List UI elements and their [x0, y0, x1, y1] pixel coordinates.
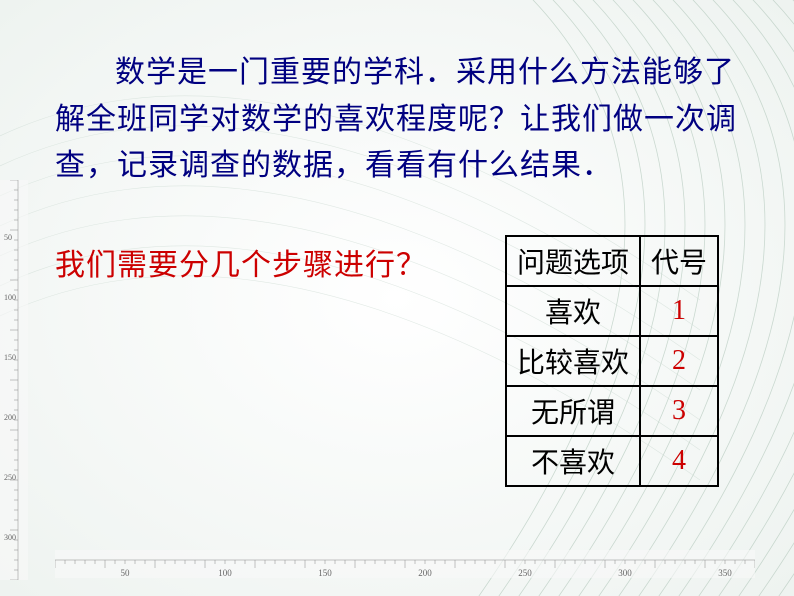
svg-text:250: 250: [518, 568, 532, 578]
slide-content: 数学是一门重要的学科．采用什么方法能够了解全班同学对数学的喜欢程度呢？让我们做一…: [0, 0, 794, 487]
question-text: 我们需要分几个步骤进行？: [55, 235, 427, 284]
cell-option: 喜欢: [506, 286, 640, 336]
cell-code: 2: [640, 336, 718, 386]
table-row: 比较喜欢 2: [506, 336, 718, 386]
cell-code: 1: [640, 286, 718, 336]
header-code: 代号: [640, 236, 718, 286]
svg-text:50: 50: [121, 568, 131, 578]
cell-option: 比较喜欢: [506, 336, 640, 386]
table-header-row: 问题选项 代号: [506, 236, 718, 286]
svg-text:100: 100: [218, 568, 232, 578]
table-row: 不喜欢 4: [506, 436, 718, 486]
cell-code: 3: [640, 386, 718, 436]
cell-code: 4: [640, 436, 718, 486]
svg-text:350: 350: [718, 568, 732, 578]
header-option: 问题选项: [506, 236, 640, 286]
svg-text:200: 200: [418, 568, 432, 578]
cell-option: 无所谓: [506, 386, 640, 436]
svg-text:150: 150: [318, 568, 332, 578]
svg-text:300: 300: [4, 533, 16, 542]
intro-paragraph: 数学是一门重要的学科．采用什么方法能够了解全班同学对数学的喜欢程度呢？让我们做一…: [55, 50, 764, 190]
question-row: 我们需要分几个步骤进行？ 问题选项 代号 喜欢 1 比较喜欢 2 无所谓 3 不…: [55, 235, 764, 487]
table-row: 无所谓 3: [506, 386, 718, 436]
options-table: 问题选项 代号 喜欢 1 比较喜欢 2 无所谓 3 不喜欢 4: [505, 235, 719, 487]
cell-option: 不喜欢: [506, 436, 640, 486]
svg-text:300: 300: [618, 568, 632, 578]
table-row: 喜欢 1: [506, 286, 718, 336]
ruler-horizontal: 50 100 150 200 250 300 350: [55, 550, 755, 578]
